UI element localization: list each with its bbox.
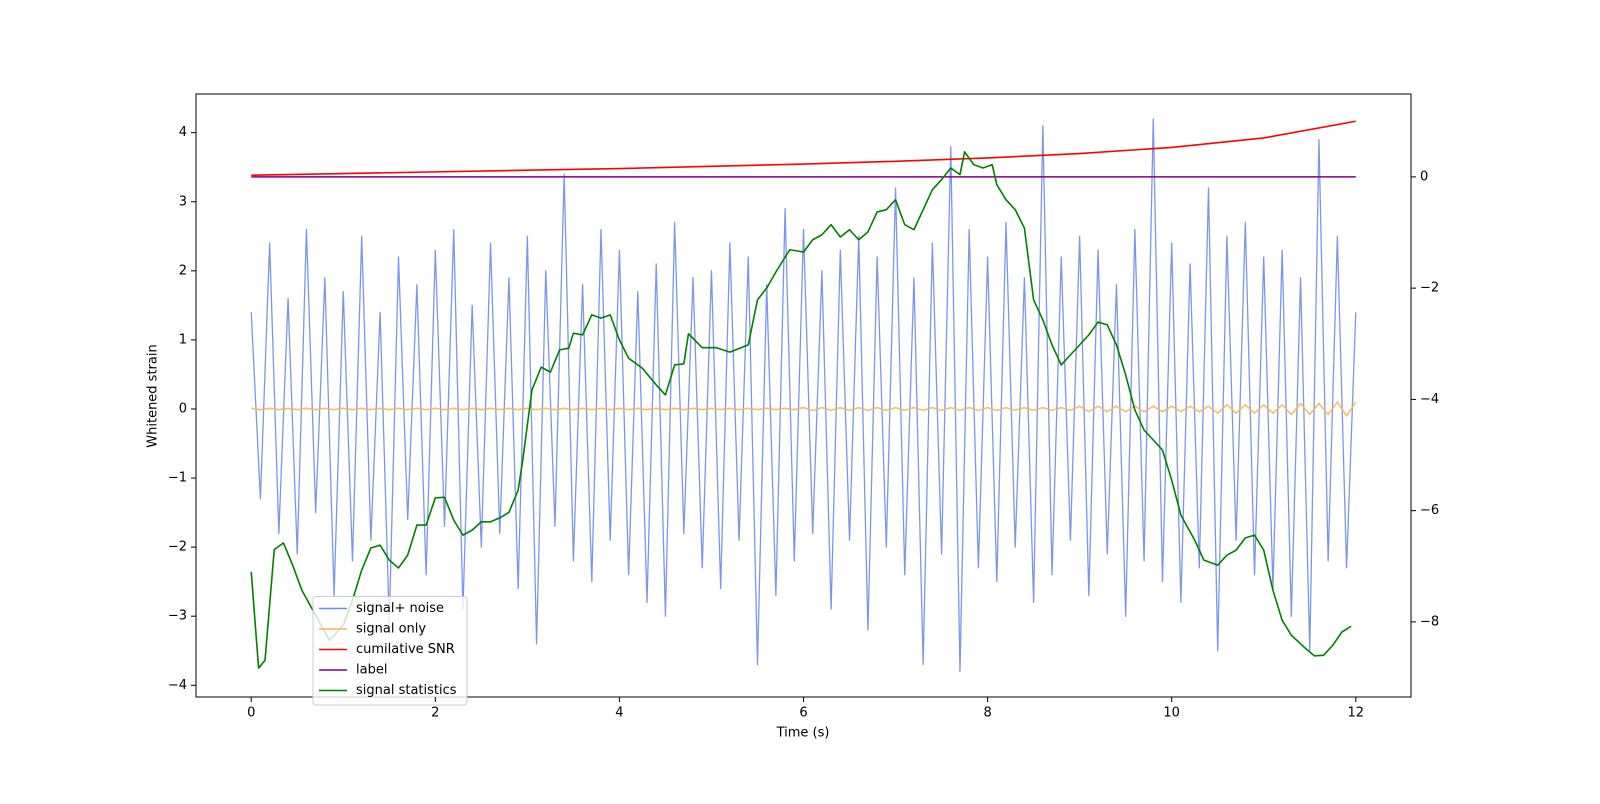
y-tick-label: 1 xyxy=(179,332,187,347)
legend-label: signal statistics xyxy=(356,683,457,698)
legend-label: label xyxy=(356,663,387,678)
y2-tick-label: −2 xyxy=(1420,281,1439,296)
y2-tick-label: −4 xyxy=(1420,392,1439,407)
y-tick-label: −2 xyxy=(168,540,187,555)
y-axis-label: Whitened strain xyxy=(146,344,161,447)
x-tick-label: 6 xyxy=(799,706,807,721)
y-tick-label: 2 xyxy=(179,263,187,278)
plot-area xyxy=(250,118,1357,673)
x-tick-label: 4 xyxy=(615,706,623,721)
series-line xyxy=(251,401,1357,417)
y-tick-label: 3 xyxy=(179,194,187,209)
x-tick-label: 0 xyxy=(247,706,255,721)
x-tick-label: 2 xyxy=(431,706,439,721)
y-tick-label: −1 xyxy=(168,471,187,486)
series-line xyxy=(250,118,1357,673)
y2-tick-label: −8 xyxy=(1420,614,1439,629)
y2-tick-label: −6 xyxy=(1420,503,1439,518)
x-tick-label: 10 xyxy=(1163,706,1180,721)
y2-tick-label: 0 xyxy=(1420,169,1428,184)
legend-label: signal+ noise xyxy=(356,601,444,616)
series-line xyxy=(251,120,1356,177)
legend-label: signal only xyxy=(356,622,426,637)
y-tick-label: 0 xyxy=(179,401,187,416)
x-tick-label: 12 xyxy=(1347,706,1364,721)
x-tick-label: 8 xyxy=(983,706,991,721)
y-tick-label: −3 xyxy=(168,609,187,624)
legend-label: cumilative SNR xyxy=(356,642,455,657)
x-axis-label: Time (s) xyxy=(776,726,830,741)
legend: signal+ noise signal only cumilative SNR la… xyxy=(312,596,468,706)
y-tick-label: 4 xyxy=(179,125,187,140)
legend-box xyxy=(312,596,468,706)
series-line xyxy=(250,151,1352,669)
y-tick-label: −4 xyxy=(168,678,187,693)
